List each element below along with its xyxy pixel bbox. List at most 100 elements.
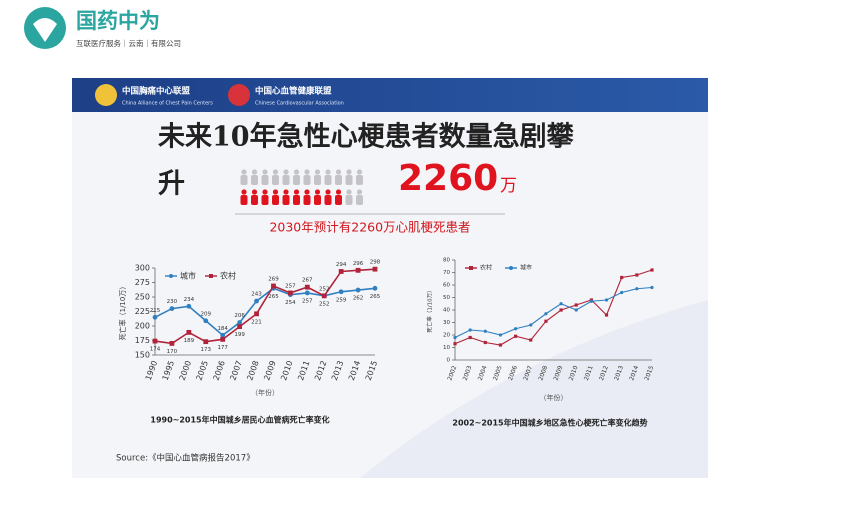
data-point [287, 290, 293, 296]
logo-heart [33, 18, 57, 42]
person-body [293, 195, 300, 205]
data-label: 209 [201, 311, 212, 317]
person-body [314, 175, 321, 185]
data-point [304, 284, 310, 290]
data-label: 215 [150, 308, 161, 314]
data-point [237, 320, 243, 325]
data-label: 257 [285, 283, 296, 289]
y-tick-label: 0 [447, 358, 451, 364]
y-tick-label: 225 [135, 307, 150, 316]
org-name: 中国心血管健康联盟 [255, 86, 332, 97]
person-body [240, 175, 248, 185]
org-name: 中国胸痛中心联盟 [122, 86, 191, 97]
data-point [203, 318, 209, 324]
person-head [272, 169, 279, 175]
big-number: 2260 [398, 158, 498, 199]
person-head [283, 169, 289, 175]
x-tick-label: 2010 [568, 365, 580, 382]
person-body [356, 195, 363, 205]
data-point [604, 298, 609, 302]
person-body [345, 195, 353, 205]
data-point [254, 311, 259, 317]
data-point [529, 338, 533, 342]
data-point [635, 273, 639, 277]
data-point [635, 287, 639, 291]
data-point [304, 290, 310, 296]
legend-label: 农村 [480, 264, 492, 272]
data-label: 298 [370, 260, 381, 266]
data-point [604, 313, 609, 317]
y-tick-label: 250 [135, 293, 150, 302]
source: Source:《中国心血管病报告2017》 [116, 453, 255, 464]
person-head [346, 189, 352, 195]
person-head [325, 189, 331, 195]
data-label: 177 [217, 345, 228, 351]
data-label: 296 [353, 261, 364, 267]
x-tick-label: 2007 [522, 365, 534, 382]
data-label: 252 [319, 301, 330, 307]
data-label: 269 [268, 276, 279, 282]
y-tick-label: 275 [135, 278, 150, 287]
person-head [335, 189, 342, 195]
data-point [254, 298, 259, 304]
person-head [325, 169, 331, 175]
org-en: China Alliance of Chest Pain Centers [122, 101, 213, 107]
series-line [154, 287, 376, 337]
chart-caption: 2002~2015年中国城乡地区急性心梗死亡率变化趋势 [452, 418, 647, 428]
data-point [514, 334, 518, 338]
y-tick-label: 60 [443, 283, 450, 289]
x-tick-label: 2011 [583, 365, 595, 382]
data-label: 173 [201, 347, 212, 353]
y-tick-label: 70 [443, 270, 450, 276]
person-body [240, 195, 248, 205]
data-point [620, 275, 624, 280]
data-point [468, 328, 472, 332]
data-point [338, 269, 344, 274]
legend-label: 农村 [220, 271, 236, 281]
y-tick-label: 50 [443, 295, 450, 301]
data-point [152, 338, 158, 344]
data-point [514, 327, 518, 331]
person-head [346, 169, 352, 175]
org-en: Chinese Cardiovascular Association [255, 101, 344, 107]
x-tick-label: 2014 [628, 365, 640, 382]
data-label: 259 [336, 297, 347, 303]
x-tick-label: 2015 [643, 365, 655, 382]
person-head [251, 189, 258, 195]
data-label: 234 [184, 297, 195, 303]
slide-decoration [360, 300, 708, 478]
person-head [262, 189, 268, 195]
data-point [220, 336, 226, 342]
person-body [335, 175, 342, 185]
person-body [261, 195, 269, 205]
data-point [559, 302, 563, 306]
y-tick-label: 40 [443, 308, 450, 314]
data-label: 243 [251, 292, 262, 298]
person-body [251, 175, 258, 185]
legend-marker [469, 266, 473, 270]
y-tick-label: 80 [443, 258, 450, 264]
big-unit: 万 [500, 176, 517, 196]
slide-subtitle: 2030年预计有2260万心肌梗死患者 [269, 220, 470, 235]
person-body [324, 195, 332, 205]
legend-label: 城市 [180, 271, 196, 281]
data-point [152, 314, 158, 320]
person-head [314, 189, 321, 195]
person-body [314, 195, 321, 205]
legend-marker [209, 274, 213, 278]
data-point [589, 299, 593, 303]
data-label: 199 [234, 332, 245, 338]
x-tick-label: 2012 [598, 365, 610, 382]
x-axis-label: （年份） [540, 393, 568, 402]
x-tick-label: 2005 [492, 365, 504, 382]
data-label: 262 [353, 296, 364, 302]
slide-title: 升 [158, 169, 185, 200]
y-tick-label: 30 [443, 320, 450, 326]
person-body [324, 175, 332, 185]
person-head [356, 189, 363, 195]
data-label: 174 [150, 347, 161, 353]
data-point [544, 312, 548, 316]
series-line [154, 268, 376, 345]
data-label: 189 [184, 338, 195, 344]
